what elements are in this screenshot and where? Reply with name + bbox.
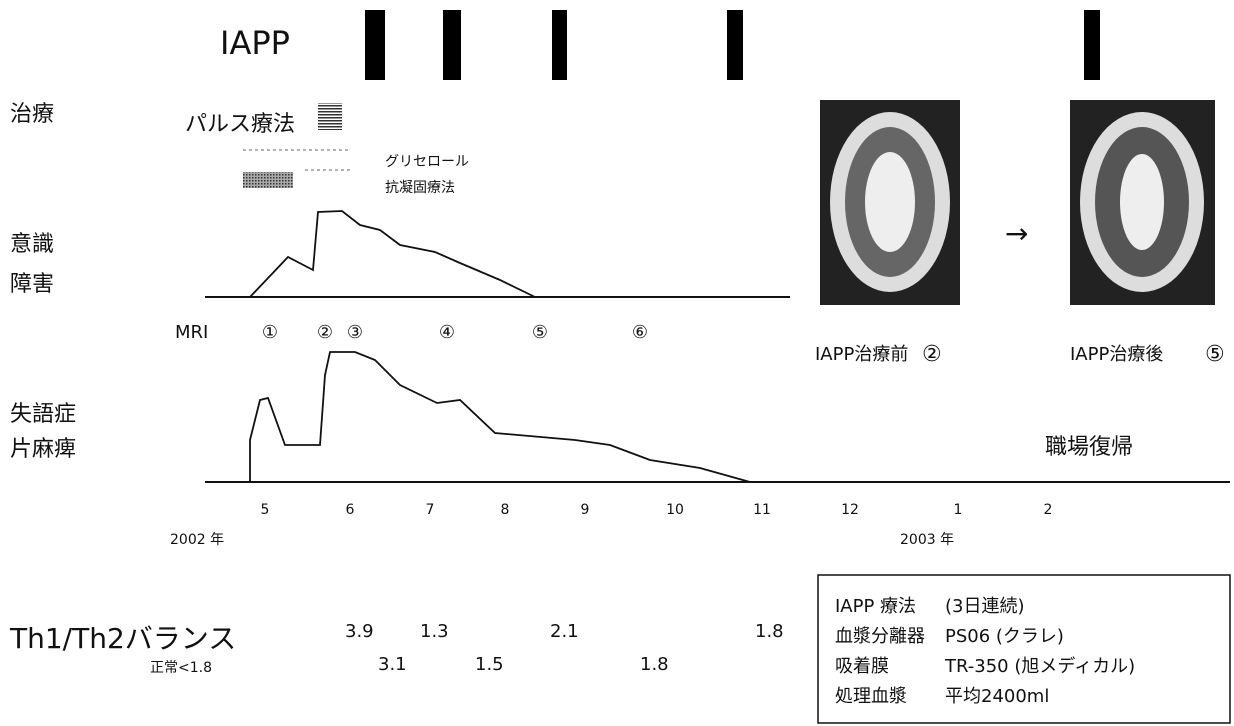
protocol-key: 血漿分離器 xyxy=(835,626,925,647)
month: 12 xyxy=(841,502,859,518)
th-value: 1.5 xyxy=(475,654,504,675)
caption: ⑤ xyxy=(1205,342,1225,367)
caption: IAPP治療後 xyxy=(1070,344,1163,365)
label: MRI xyxy=(175,322,208,343)
month: 9 xyxy=(581,502,590,518)
protocol-key: IAPP 療法 xyxy=(835,596,916,617)
month: 10 xyxy=(666,502,684,518)
label: 失語症 xyxy=(10,402,76,427)
protocol-value: TR-350 (旭メディカル) xyxy=(944,656,1135,677)
th-value: 1.8 xyxy=(640,654,669,675)
protocol-value: PS06 (クラレ) xyxy=(945,626,1064,647)
label: パルス療法 xyxy=(185,112,295,137)
consciousness-curve xyxy=(250,211,535,297)
arrow: → xyxy=(1005,217,1028,250)
brain-image xyxy=(1070,100,1215,305)
label: 片麻痺 xyxy=(10,437,76,462)
year: 2002 年 xyxy=(170,532,224,548)
protocol-key: 処理血漿 xyxy=(835,686,907,707)
mri-scan: ② xyxy=(317,322,333,343)
month: 7 xyxy=(426,502,435,518)
year: 2003 年 xyxy=(900,532,954,548)
pulse-bar xyxy=(318,103,342,130)
label: 治療 xyxy=(10,102,54,127)
title: IAPP xyxy=(220,24,290,62)
anticoag-bar xyxy=(243,172,293,188)
label: Th1/Th2バランス xyxy=(9,622,236,655)
th-value: 1.3 xyxy=(420,621,449,642)
caption: ② xyxy=(922,342,942,367)
mri-scan: ③ xyxy=(347,322,363,343)
th-value: 3.1 xyxy=(378,654,407,675)
th-value: 2.1 xyxy=(550,621,579,642)
mri-scan: ⑥ xyxy=(632,322,648,343)
month: 5 xyxy=(261,502,270,518)
month: 8 xyxy=(501,502,510,518)
protocol-key: 吸着膜 xyxy=(835,656,889,677)
th-value: 1.8 xyxy=(755,621,784,642)
brain-image xyxy=(820,100,960,305)
protocol-value: (3日連続) xyxy=(945,596,1025,617)
label: 職場復帰 xyxy=(1045,435,1133,460)
label: グリセロール xyxy=(385,154,469,170)
mri-scan: ⑤ xyxy=(532,322,548,343)
label: 意識 xyxy=(10,232,54,257)
month: 11 xyxy=(753,502,771,518)
mri-scan: ④ xyxy=(439,322,455,343)
aphasia-curve xyxy=(250,352,750,482)
iapp-sessions xyxy=(365,10,1100,80)
th-value: 3.9 xyxy=(345,621,374,642)
label: 障害 xyxy=(10,272,54,297)
month: 2 xyxy=(1044,502,1053,518)
label: 正常<1.8 xyxy=(150,660,212,676)
month: 1 xyxy=(954,502,963,518)
mri-scan: ① xyxy=(262,322,278,343)
month: 6 xyxy=(346,502,355,518)
caption: IAPP治療前 xyxy=(815,344,908,365)
diagram: IAPP 治療 パルス療法 グリセロール 抗凝固療法 意識 障害 MRI → I… xyxy=(0,0,1234,726)
label: 抗凝固療法 xyxy=(385,179,455,196)
protocol-value: 平均2400ml xyxy=(945,686,1049,707)
